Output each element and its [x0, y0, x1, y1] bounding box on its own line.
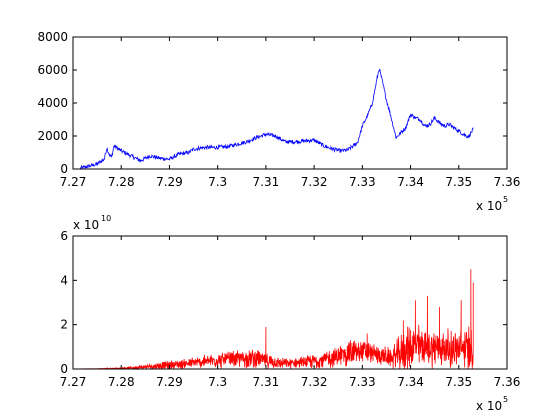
- x-tick-label: 7.33: [349, 375, 376, 389]
- x-tick-label: 7.34: [397, 375, 424, 389]
- y-tick-label: 6000: [37, 63, 68, 77]
- x-exponent-label: x 10: [476, 199, 502, 213]
- series-line: [80, 69, 473, 169]
- x-tick-label: 7.35: [445, 175, 472, 189]
- y-tick-label: 4000: [37, 96, 68, 110]
- y-tick-label: 4: [60, 273, 68, 287]
- x-tick-label: 7.29: [156, 175, 183, 189]
- y-exponent-label: x 10: [73, 218, 99, 232]
- x-tick-label: 7.36: [494, 175, 521, 189]
- y-exponent-power: 10: [101, 214, 111, 223]
- x-tick-label: 7.35: [445, 375, 472, 389]
- plot-frame: [73, 37, 507, 169]
- x-tick-label: 7.31: [253, 175, 280, 189]
- x-tick-label: 7.33: [349, 175, 376, 189]
- y-tick-label: 0: [60, 362, 68, 376]
- x-tick-label: 7.28: [108, 175, 135, 189]
- x-tick-label: 7.27: [60, 175, 87, 189]
- x-tick-label: 7.36: [494, 375, 521, 389]
- y-tick-label: 6: [60, 229, 68, 243]
- top-line-chart: 7.27 7.28 7.29 7.3 7.31 7.32 7.33 7.34 7.35 7.36 0…: [37, 30, 520, 213]
- x-tick-label: 7.29: [156, 375, 183, 389]
- x-tick-label: 7.32: [301, 375, 328, 389]
- x-tick-label: 7.34: [397, 175, 424, 189]
- x-tick-label: 7.28: [108, 375, 135, 389]
- x-tick-label: 7.3: [208, 375, 227, 389]
- bottom-line-chart: 7.27 7.28 7.29 7.3 7.31 7.32 7.33 7.34 7.35 7.36 0…: [60, 214, 521, 413]
- series-line: [80, 269, 473, 369]
- y-tick-label: 2000: [37, 129, 68, 143]
- x-exponent-power: 5: [503, 195, 508, 204]
- y-tick-label: 0: [60, 162, 68, 176]
- y-tick-label: 8000: [37, 30, 68, 44]
- x-tick-label: 7.32: [301, 175, 328, 189]
- x-tick-label: 7.27: [60, 375, 87, 389]
- x-exponent-label: x 10: [476, 399, 502, 413]
- x-tick-label: 7.31: [253, 375, 280, 389]
- y-tick-label: 2: [60, 318, 68, 332]
- x-exponent-power: 5: [503, 395, 508, 404]
- x-tick-label: 7.3: [208, 175, 227, 189]
